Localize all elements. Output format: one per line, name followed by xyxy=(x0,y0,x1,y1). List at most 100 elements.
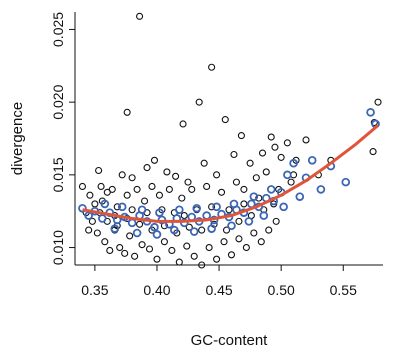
data-point-black xyxy=(221,116,229,124)
points-layer xyxy=(78,12,382,269)
data-point-black xyxy=(150,156,159,164)
data-point-blue xyxy=(227,221,236,231)
data-point-black xyxy=(257,238,265,246)
data-point-blue xyxy=(229,199,239,209)
data-point-black xyxy=(91,200,99,208)
data-point-black xyxy=(136,12,144,20)
data-point-blue xyxy=(155,208,164,217)
data-point-black xyxy=(184,178,192,186)
x-tick-label: 0.35 xyxy=(81,282,108,298)
data-point-blue xyxy=(207,224,216,233)
data-point-black xyxy=(283,139,291,147)
data-point-black xyxy=(155,191,164,199)
data-point-blue xyxy=(110,224,120,233)
data-point-blue xyxy=(249,192,259,201)
y-tick-label: 0.020 xyxy=(50,84,66,119)
data-point-black xyxy=(255,194,263,202)
data-point-black xyxy=(230,150,238,159)
data-point-blue xyxy=(98,214,107,223)
data-point-blue xyxy=(212,202,221,212)
data-point-blue xyxy=(117,202,127,212)
data-point-black xyxy=(246,159,254,167)
data-point-black xyxy=(232,178,241,186)
data-point-black xyxy=(370,118,378,127)
data-point-black xyxy=(140,197,149,205)
data-point-blue xyxy=(244,217,254,226)
data-point-black xyxy=(172,172,180,180)
data-point-black xyxy=(101,238,109,246)
data-point-blue xyxy=(132,228,142,238)
data-point-black xyxy=(175,258,183,266)
data-point-black xyxy=(136,220,144,228)
x-ticks: 0.35 0.40 0.45 0.50 0.55 xyxy=(81,265,357,298)
data-point-blue xyxy=(307,156,317,165)
data-point-black xyxy=(78,182,87,191)
data-point-blue xyxy=(202,211,211,220)
data-point-black xyxy=(242,244,250,252)
data-point-blue xyxy=(283,170,292,180)
x-tick-label: 0.45 xyxy=(205,282,232,298)
data-point-black xyxy=(97,182,105,191)
data-point-black xyxy=(277,153,285,161)
data-point-black xyxy=(145,245,154,253)
data-point-black xyxy=(118,171,126,179)
data-point-black xyxy=(374,98,382,106)
data-point-blue xyxy=(366,108,375,117)
data-point-black xyxy=(235,235,243,243)
data-point-blue xyxy=(341,177,351,187)
data-point-black xyxy=(106,246,114,255)
data-point-black xyxy=(160,238,168,246)
data-point-blue xyxy=(170,225,179,235)
data-point-black xyxy=(95,166,103,175)
data-point-black xyxy=(153,255,161,263)
data-point-black xyxy=(208,63,216,71)
x-tick-label: 0.50 xyxy=(268,282,295,298)
data-point-black xyxy=(131,252,139,260)
data-point-black xyxy=(185,223,193,231)
data-point-black xyxy=(237,132,245,140)
data-point-black xyxy=(198,226,206,234)
y-tick-label: 0.010 xyxy=(50,230,66,265)
data-point-black xyxy=(183,242,191,250)
data-point-black xyxy=(138,241,146,249)
data-point-black xyxy=(217,188,226,196)
data-point-blue xyxy=(100,199,110,209)
data-point-black xyxy=(108,185,116,193)
data-point-black xyxy=(123,108,131,116)
data-point-black xyxy=(225,206,233,214)
data-point-black xyxy=(188,185,196,193)
y-tick-label: 0.015 xyxy=(50,157,66,192)
data-point-blue xyxy=(152,230,162,239)
data-point-blue xyxy=(266,185,276,194)
data-point-blue xyxy=(192,203,202,213)
data-point-black xyxy=(287,178,295,186)
data-point-black xyxy=(168,246,176,255)
x-tick-label: 0.40 xyxy=(143,282,170,298)
data-point-black xyxy=(240,185,248,193)
data-point-blue xyxy=(137,205,147,215)
data-point-black xyxy=(265,226,273,234)
data-point-black xyxy=(163,168,171,176)
data-point-black xyxy=(165,185,173,193)
axes-layer: 0.35 0.40 0.45 0.50 0.55 0.010 0.015 0.020 0.02… xyxy=(50,12,383,298)
data-point-black xyxy=(302,136,310,144)
data-point-black xyxy=(227,251,236,259)
data-point-black xyxy=(126,232,134,240)
data-point-black xyxy=(113,203,121,211)
data-point-black xyxy=(252,174,260,182)
data-point-black xyxy=(179,120,187,128)
data-point-black xyxy=(213,171,221,179)
data-point-black xyxy=(86,191,94,199)
data-point-black xyxy=(369,148,377,156)
data-point-black xyxy=(180,212,188,220)
data-point-blue xyxy=(189,227,199,236)
data-point-black xyxy=(235,217,243,225)
data-point-blue xyxy=(289,158,298,168)
data-point-black xyxy=(195,98,203,106)
data-point-blue xyxy=(316,185,326,194)
data-point-black xyxy=(121,249,129,257)
x-tick-label: 0.55 xyxy=(330,282,357,298)
data-point-blue xyxy=(150,222,159,232)
data-point-black xyxy=(213,255,221,263)
